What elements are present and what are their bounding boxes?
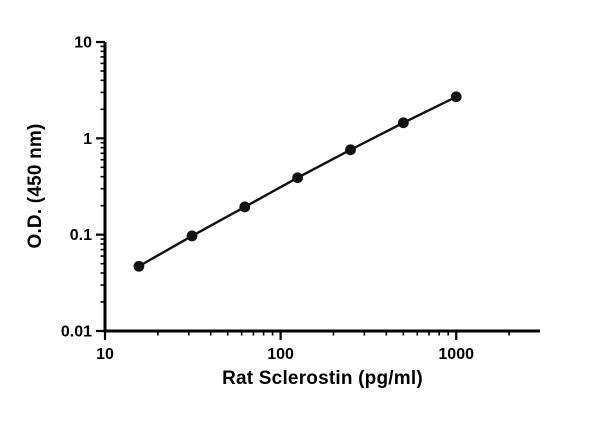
x-tick-label: 10 <box>96 346 114 363</box>
x-tick-label: 1000 <box>438 346 474 363</box>
data-point <box>345 144 356 156</box>
data-point <box>450 91 462 103</box>
data-point <box>239 201 251 213</box>
data-point <box>397 117 409 129</box>
data-point <box>292 172 304 184</box>
y-tick-label: 1 <box>83 131 92 148</box>
y-tick-label: 0.1 <box>70 227 92 244</box>
y-tick-label: 0.01 <box>61 324 92 341</box>
y-axis-title: O.D. (450 nm) <box>25 123 46 249</box>
x-axis-title: Rat Sclerostin (pg/ml) <box>222 368 423 389</box>
data-point <box>186 230 198 242</box>
x-tick-label: 100 <box>267 346 294 363</box>
data-point <box>133 260 145 272</box>
y-tick-label: 10 <box>74 35 92 52</box>
